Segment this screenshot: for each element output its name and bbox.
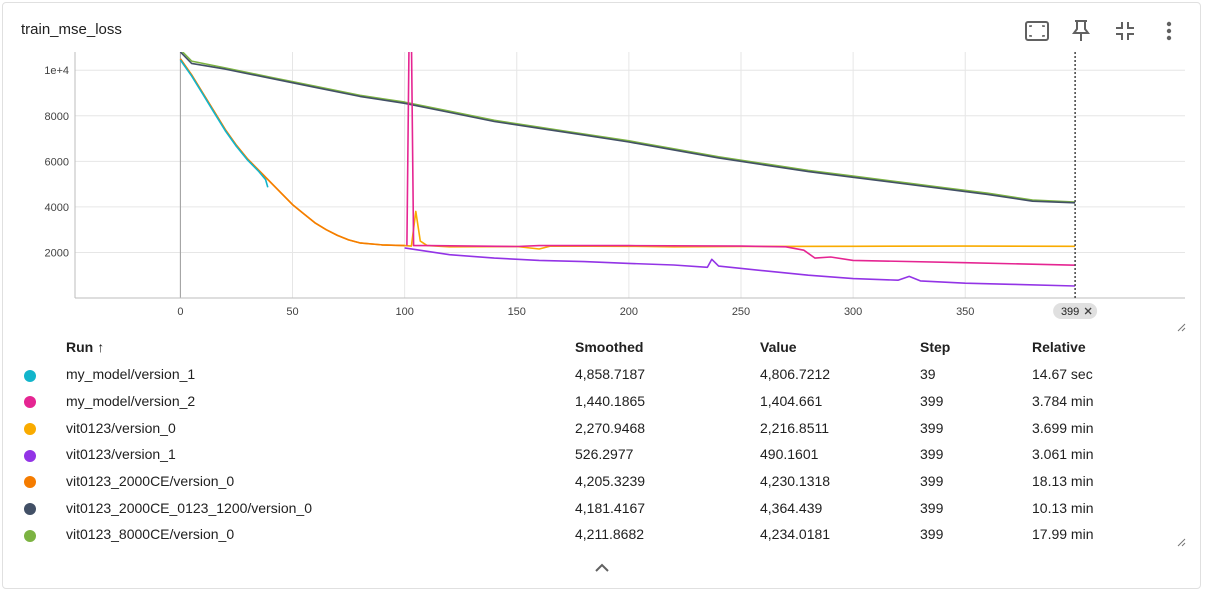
y-tick-label: 1e+4 xyxy=(44,65,69,77)
raw-value: 2,216.8511 xyxy=(760,419,830,436)
header-step[interactable]: Step xyxy=(920,339,951,355)
fit-domain-button[interactable] xyxy=(1020,17,1054,45)
raw-value: 4,234.0181 xyxy=(760,526,831,543)
raw-value: 4,230.1318 xyxy=(760,473,831,490)
header-value[interactable]: Value xyxy=(760,339,797,355)
pin-icon xyxy=(1072,20,1090,41)
run-name: vit0123_8000CE/version_0 xyxy=(66,526,235,543)
table-header-row: Run ↑ Smoothed Value Step Relative xyxy=(16,333,1192,361)
relative-time: 3.699 min xyxy=(1032,419,1094,436)
step-value: 399 xyxy=(920,419,944,436)
run-color-dot xyxy=(24,503,36,516)
fullscreen-exit-icon xyxy=(1116,22,1134,40)
run-color-dot xyxy=(24,476,36,489)
step-value: 399 xyxy=(920,526,944,543)
run-color-dot xyxy=(24,396,36,409)
chart-resize-icon[interactable] xyxy=(1176,322,1186,332)
smoothed-value: 4,211.8682 xyxy=(575,526,645,543)
raw-value: 490.1601 xyxy=(760,446,819,463)
x-tick-label: 0 xyxy=(177,306,183,318)
raw-value: 1,404.661 xyxy=(760,393,823,410)
series-line[interactable] xyxy=(179,59,269,188)
header-relative[interactable]: Relative xyxy=(1032,339,1086,355)
chart-series xyxy=(179,46,1076,287)
relative-time: 3.061 min xyxy=(1032,446,1094,463)
pin-button[interactable] xyxy=(1064,17,1098,45)
chart-grid xyxy=(75,52,1185,298)
table-row[interactable]: vit0123/version_0 2,270.9468 2,216.8511 399… xyxy=(16,414,1192,441)
run-name: my_model/version_1 xyxy=(66,366,196,383)
series-line[interactable] xyxy=(180,50,1076,203)
y-tick-label: 4000 xyxy=(45,202,69,214)
chart-axes: 0 50 100 150 200 250 300 350 2000 4000 6000 8000 1e+… xyxy=(44,52,1185,319)
series-line[interactable] xyxy=(406,46,1076,266)
y-tick-label: 6000 xyxy=(45,156,69,168)
table-resize-icon[interactable] xyxy=(1176,537,1186,547)
sort-arrow-icon: ↑ xyxy=(97,339,105,355)
step-value: 399 xyxy=(920,499,944,516)
y-tick-label: 8000 xyxy=(45,111,69,123)
smoothed-value: 1,440.1865 xyxy=(575,393,646,410)
step-value: 399 xyxy=(920,393,944,410)
table-row[interactable]: vit0123/version_1 526.2977 490.1601 399 3.06… xyxy=(16,441,1192,468)
relative-time: 10.13 min xyxy=(1032,499,1094,516)
collapse-button[interactable] xyxy=(590,558,614,578)
x-tick-label: 250 xyxy=(732,306,750,318)
header-run[interactable]: Run ↑ xyxy=(66,339,105,355)
table-row[interactable]: my_model/version_2 1,440.1865 1,404.661 399… xyxy=(16,388,1192,415)
run-name: my_model/version_2 xyxy=(66,393,196,410)
x-tick-label: 50 xyxy=(286,306,298,318)
table-row[interactable]: vit0123_2000CE_0123_1200/version_0 4,181.… xyxy=(16,494,1192,521)
run-name: vit0123/version_0 xyxy=(66,419,176,436)
line-chart[interactable]: 0 50 100 150 200 250 300 350 2000 4000 6000 8000 1e+… xyxy=(0,46,1205,326)
step-value: 399 xyxy=(920,473,944,490)
x-tick-label: 200 xyxy=(620,306,638,318)
run-color-dot xyxy=(24,449,36,462)
relative-time: 18.13 min xyxy=(1032,473,1094,490)
raw-value: 4,806.7212 xyxy=(760,366,831,383)
run-name: vit0123_2000CE/version_0 xyxy=(66,473,235,490)
table-row[interactable]: vit0123_2000CE/version_0 4,205.3239 4,230.… xyxy=(16,468,1192,495)
x-tick-label: 300 xyxy=(844,306,862,318)
table-row[interactable]: vit0123_8000CE/version_0 4,211.8682 4,234.… xyxy=(16,521,1192,548)
relative-time: 3.784 min xyxy=(1032,393,1094,410)
relative-time: 17.99 min xyxy=(1032,526,1094,543)
x-tick-label: 150 xyxy=(508,306,526,318)
fullscreen-exit-button[interactable] xyxy=(1108,17,1142,45)
fit-domain-icon xyxy=(1025,21,1049,41)
step-marker-label: 399 xyxy=(1061,306,1079,318)
series-line[interactable] xyxy=(404,247,1076,287)
smoothed-value: 4,205.3239 xyxy=(575,473,646,490)
card-title: train_mse_loss xyxy=(21,21,122,38)
series-line[interactable] xyxy=(179,52,1076,204)
relative-time: 14.67 sec xyxy=(1032,366,1093,383)
more-vert-icon xyxy=(1166,21,1172,41)
more-options-button[interactable] xyxy=(1152,17,1186,45)
runs-table: Run ↑ Smoothed Value Step Relative my_mod… xyxy=(16,333,1192,548)
header-smoothed[interactable]: Smoothed xyxy=(575,339,644,355)
card-toolbar xyxy=(1020,17,1186,45)
smoothed-value: 2,270.9468 xyxy=(575,419,646,436)
step-value: 39 xyxy=(920,366,936,383)
x-tick-label: 350 xyxy=(956,306,974,318)
y-tick-label: 2000 xyxy=(45,247,69,259)
close-icon[interactable] xyxy=(1084,307,1092,315)
step-value: 399 xyxy=(920,446,944,463)
smoothed-value: 4,181.4167 xyxy=(575,499,646,516)
raw-value: 4,364.439 xyxy=(760,499,823,516)
run-name: vit0123_2000CE_0123_1200/version_0 xyxy=(66,499,312,516)
run-color-dot xyxy=(24,369,36,382)
run-color-dot xyxy=(24,423,36,436)
smoothed-value: 526.2977 xyxy=(575,446,634,463)
chevron-up-icon xyxy=(595,563,609,572)
table-row[interactable]: my_model/version_1 4,858.7187 4,806.7212 39… xyxy=(16,361,1192,388)
smoothed-value: 4,858.7187 xyxy=(575,366,646,383)
step-marker-chip[interactable] xyxy=(1053,303,1098,319)
run-name: vit0123/version_1 xyxy=(66,446,176,463)
run-color-dot xyxy=(24,529,36,542)
x-tick-label: 100 xyxy=(395,306,413,318)
